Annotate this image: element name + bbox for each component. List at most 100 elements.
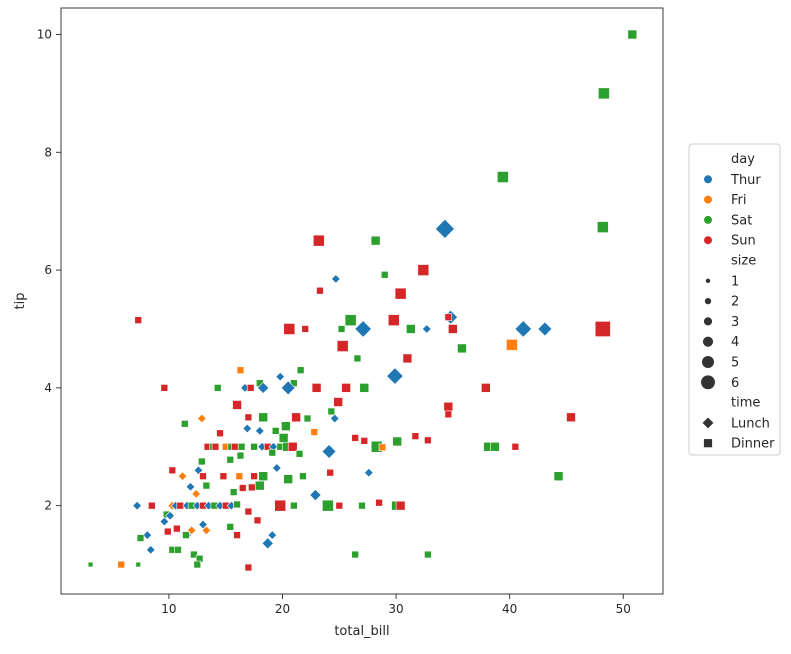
data-point [193,560,202,569]
legend-label: 3 [731,315,739,330]
data-point [395,500,406,511]
data-point [233,531,241,539]
data-point [444,410,453,419]
y-axis-ticks: 2 4 6 8 10 [37,28,61,513]
legend-marker [703,317,713,326]
data-point [337,325,346,333]
data-point [596,221,609,233]
data-point [351,434,359,442]
data-point [168,466,177,475]
data-point [358,501,366,510]
data-point [351,550,359,559]
legend-marker [704,215,712,224]
legend-entries: day Thur Fri Sat Sun size 1 2 3 4 5 6 time Lunch Dinne… [701,152,775,452]
data-point [235,472,244,480]
legend-marker [701,375,715,390]
data-point [216,429,224,437]
data-point [244,507,253,516]
data-point [496,171,509,183]
legend-label: 6 [731,376,739,391]
data-point [380,271,389,279]
data-point [236,366,245,374]
data-point [87,561,94,568]
data-point [490,441,500,452]
data-point [360,437,369,445]
data-point [258,412,268,423]
data-point [173,524,181,533]
legend-marker [703,439,713,448]
data-point [254,480,265,491]
data-point [174,546,182,554]
data-point [211,443,220,451]
data-point [353,354,362,363]
data-point [201,525,212,536]
legend-marker [704,175,712,184]
data-point [448,324,458,334]
data-point [160,384,169,392]
legend-marker [704,236,712,245]
data-point [424,436,432,445]
data-point [387,314,400,326]
data-point [258,471,268,482]
data-point [330,413,340,424]
data-point [287,441,298,452]
data-point [257,381,270,394]
data-point [142,530,153,540]
data-point [354,320,372,338]
data-point [199,472,207,480]
data-points [87,29,638,572]
data-point [553,471,564,482]
data-point [598,87,610,100]
data-point [424,550,432,559]
data-point [295,450,304,458]
y-axis-label: tip [13,293,28,310]
data-point [248,483,256,492]
data-point [255,426,265,436]
data-point [190,550,198,559]
data-point [145,545,156,555]
data-point [232,400,242,410]
data-point [278,433,289,443]
x-tick-label: 50 [616,602,631,616]
data-point [375,498,383,507]
legend: day Thur Fri Sat Sun size 1 2 3 4 5 6 time Lunch Dinne… [688,143,781,456]
y-tick-label: 6 [44,263,52,277]
data-point [457,343,467,354]
data-point [246,384,255,392]
data-point [136,534,145,542]
data-point [514,320,532,338]
data-point [244,413,253,422]
data-point [443,401,454,412]
legend-label: Lunch [731,416,770,431]
data-point [417,264,430,276]
data-point [164,527,172,536]
data-point [444,313,453,321]
x-axis-label: total_bill [334,624,389,639]
data-point [290,501,298,510]
data-point [344,314,357,326]
data-point [537,321,553,337]
data-point [191,489,201,499]
data-point [182,531,190,539]
x-tick-label: 10 [161,602,176,616]
data-point [321,444,337,459]
data-point [185,482,196,492]
data-point [272,463,282,473]
data-point [134,316,142,324]
y-tick-label: 10 [37,28,52,42]
legend-label: Fri [731,193,747,208]
data-point [316,286,324,295]
data-point [233,500,241,509]
data-point [229,488,238,496]
data-point [261,537,274,550]
data-point [370,235,381,246]
data-point [406,324,416,334]
data-point [326,468,334,477]
data-point [250,443,258,451]
data-point [238,484,247,492]
data-point [336,340,349,352]
legend-label: 4 [731,335,739,350]
legend-label: 1 [731,274,739,289]
data-point [312,234,325,247]
legend-section-title: time [731,396,760,411]
